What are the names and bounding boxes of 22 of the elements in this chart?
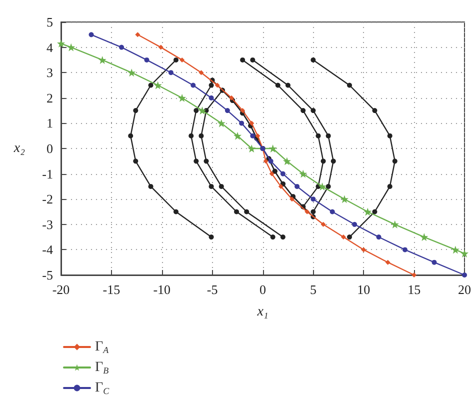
x-tick-label: 15 [408, 282, 421, 297]
y-tick-label: 0 [46, 141, 53, 156]
y-tick-label: 5 [46, 14, 53, 30]
y-tick-label: -1 [42, 166, 53, 182]
x-tick-label: 5 [310, 282, 316, 297]
y-tick-label: 2 [46, 90, 53, 106]
x-tick-label: 0 [260, 282, 266, 297]
y-tick-label: -3 [42, 216, 53, 232]
x-tick-label: -5 [206, 282, 218, 297]
x-tick-label: -15 [102, 282, 120, 297]
x-tick-label: 20 [458, 282, 471, 297]
x-tick-label: 10 [357, 282, 370, 297]
y-tick-label: 1 [46, 116, 53, 131]
x-tick-label: -10 [153, 282, 171, 297]
y-tick-label: -2 [42, 192, 53, 207]
y-tick-label: 3 [46, 65, 53, 80]
y-tick-label: -5 [42, 268, 53, 282]
x-tick-label: -20 [52, 282, 70, 297]
y-axis-title: x₂ [12, 141, 26, 156]
x-axis-title: x₁ [256, 304, 268, 320]
y-tick-label: -4 [42, 242, 54, 258]
y-tick-label: 4 [46, 40, 54, 55]
